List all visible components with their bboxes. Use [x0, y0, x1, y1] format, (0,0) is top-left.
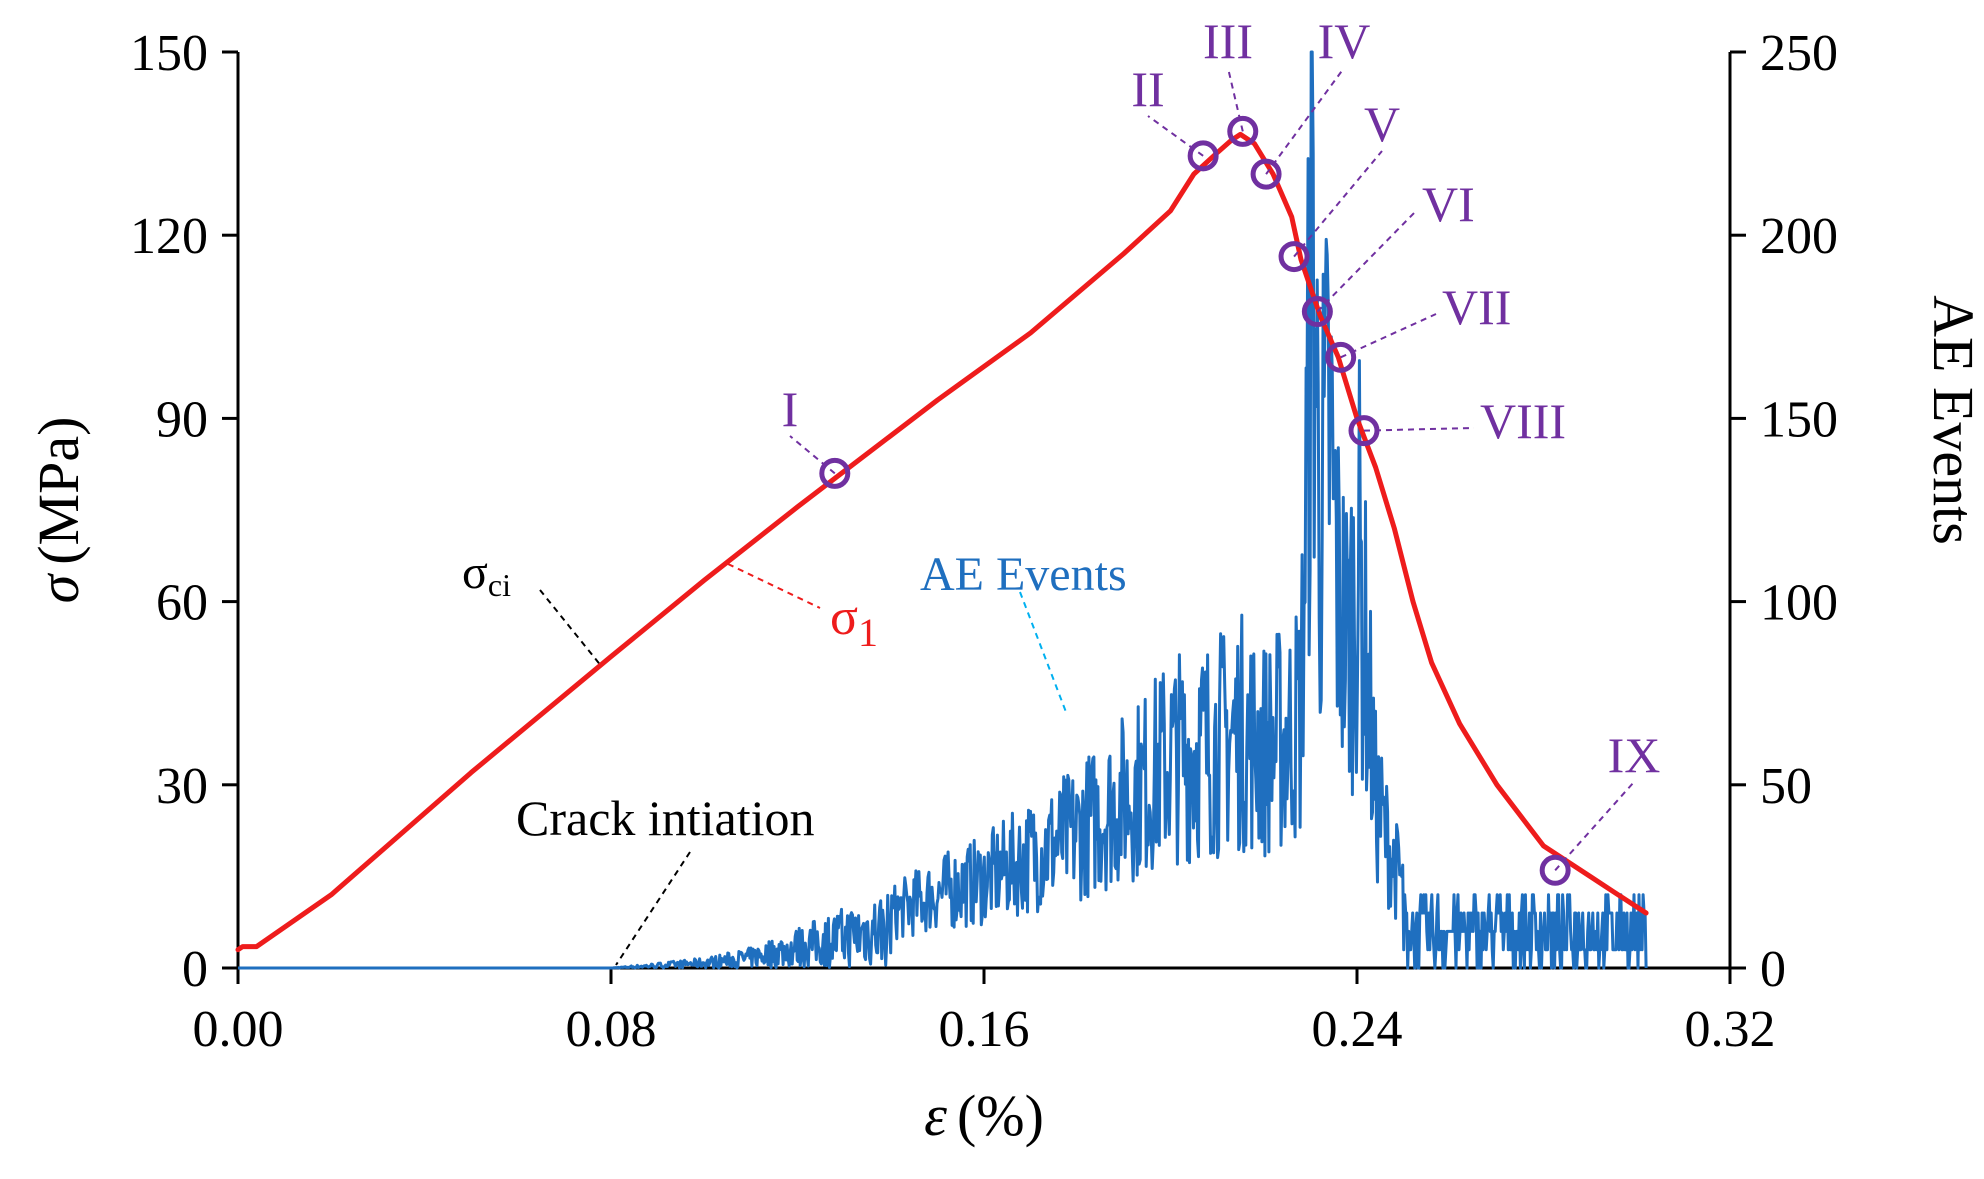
y-tick-label: 90	[156, 391, 208, 448]
x-axis-symbol: ε	[924, 1083, 947, 1148]
x-axis-title: ε (%)	[924, 1083, 1044, 1148]
stage-point-marker	[1250, 158, 1282, 190]
stage-point-label: IV	[1318, 13, 1371, 69]
stage-point-label: VIII	[1480, 393, 1566, 449]
stage-point-label: IX	[1608, 727, 1661, 783]
y2-tick-label: 0	[1760, 941, 1786, 998]
x-tick-label: 0.32	[1685, 1001, 1776, 1058]
x-tick-label: 0.08	[566, 1001, 657, 1058]
sigma-ci-main: σ	[462, 546, 488, 599]
x-axis-unit: (%)	[957, 1083, 1044, 1148]
stage-point-marker	[1301, 296, 1333, 328]
y2-tick-label: 50	[1760, 758, 1812, 815]
sigma-ci-label: σci	[462, 546, 511, 603]
x-tick-label: 0.00	[193, 1001, 284, 1058]
stage-leader	[1293, 150, 1383, 258]
sigma1-label: σ1	[830, 589, 878, 655]
stage-point-label: III	[1203, 13, 1253, 69]
stage-point-marker	[1187, 140, 1219, 172]
annotation-leaders	[539, 563, 1067, 966]
sigma1-sub: 1	[858, 610, 878, 655]
x-ticks: 0.00 0.08 0.16 0.24 0.32	[193, 968, 1776, 1058]
y2-axis-label: AE Events	[1921, 295, 1984, 545]
stage-leader	[1147, 115, 1204, 157]
stage-point-label: VII	[1442, 279, 1511, 335]
series-layer	[235, 50, 1649, 970]
stage-leader	[1554, 781, 1635, 871]
y2-tick-label: 250	[1760, 25, 1838, 82]
left-y-ticks: 0 30 60 90 120 150	[130, 25, 238, 998]
ae-events-leader	[1019, 591, 1067, 713]
y-tick-label: 120	[130, 208, 208, 265]
sigma-ci-sub: ci	[488, 567, 511, 603]
y-axis-symbol: σ	[26, 572, 91, 603]
sigma-ci-leader	[539, 589, 603, 668]
right-y-ticks: 0 50 100 150 200 250	[1730, 25, 1838, 998]
y2-tick-label: 200	[1760, 208, 1838, 265]
svg-text:σ(MPa): σ (MPa)	[26, 417, 91, 604]
stage-point-marker	[1539, 854, 1571, 886]
stage-point-marker	[1227, 115, 1259, 147]
gridless-plot-frame	[236, 52, 1732, 970]
y2-tick-label: 150	[1760, 391, 1838, 448]
ae-events-annotation: AE Events	[920, 548, 1127, 601]
y-tick-label: 0	[182, 941, 208, 998]
stage-point-marker	[1348, 415, 1380, 447]
sigma1-leader	[727, 563, 821, 609]
stage-leader	[1363, 427, 1475, 432]
stage-point-label: I	[782, 381, 799, 437]
x-tick-label: 0.16	[939, 1001, 1030, 1058]
y-tick-label: 150	[130, 25, 208, 82]
ae-events-line	[237, 50, 1648, 970]
stress-line	[235, 131, 1649, 953]
sigma1-main: σ	[830, 589, 858, 646]
stage-point-label: V	[1364, 96, 1400, 152]
stage-point-marker	[1278, 241, 1310, 273]
right-y-axis-title: AE Events	[1921, 295, 1984, 545]
stage-leader	[1340, 313, 1437, 359]
x-tick-label: 0.24	[1312, 1001, 1403, 1058]
stage-point-marker	[819, 457, 851, 489]
stage-point-marker	[1325, 341, 1357, 373]
y-axis-unit: (MPa)	[26, 417, 91, 565]
stage-leader	[789, 435, 836, 475]
y-tick-label: 60	[156, 575, 208, 632]
left-y-axis-title: σ (MPa)	[26, 417, 91, 604]
stage-point-label: VI	[1422, 176, 1475, 232]
y-tick-label: 30	[156, 758, 208, 815]
svg-text:ε(%): ε (%)	[924, 1083, 1044, 1148]
crack-initiation-leader	[615, 851, 691, 966]
stage-point-label: II	[1131, 61, 1164, 117]
stage-leader	[1265, 67, 1345, 175]
crack-initiation-label: Crack intiation	[516, 790, 815, 846]
y2-tick-label: 100	[1760, 575, 1838, 632]
stage-leader	[1316, 210, 1417, 313]
